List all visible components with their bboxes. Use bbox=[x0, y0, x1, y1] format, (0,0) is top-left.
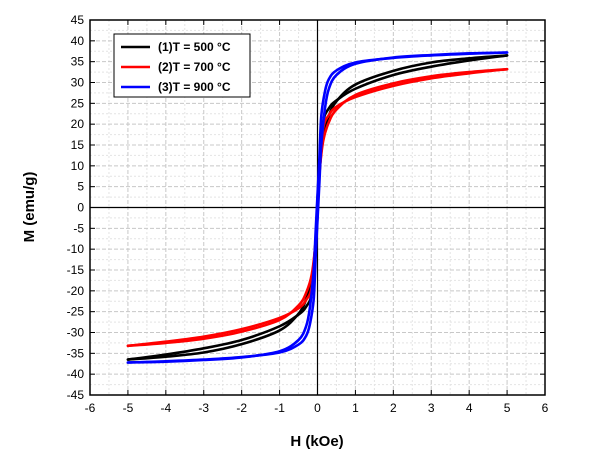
y-tick-label: -20 bbox=[67, 284, 85, 298]
legend-label-1: (1)T = 500 °C bbox=[158, 40, 231, 54]
y-axis-title: M (emu/g) bbox=[21, 172, 38, 243]
y-tick-label: 35 bbox=[71, 55, 85, 69]
x-tick-labels: -6 -5 -4 -3 -2 -1 0 1 2 3 4 5 6 bbox=[85, 401, 549, 415]
y-tick-label: 20 bbox=[71, 117, 85, 131]
legend-label-3: (3)T = 900 °C bbox=[158, 80, 231, 94]
y-tick-label: -45 bbox=[67, 388, 85, 402]
y-tick-label: 0 bbox=[77, 201, 84, 215]
x-tick-label: -2 bbox=[236, 401, 247, 415]
x-tick-label: 5 bbox=[504, 401, 511, 415]
x-tick-label: 4 bbox=[466, 401, 473, 415]
curves bbox=[126, 51, 509, 364]
y-tick-label: -5 bbox=[73, 221, 84, 235]
x-axis-title: H (kOe) bbox=[290, 433, 343, 450]
y-tick-label: 45 bbox=[71, 13, 85, 27]
x-tick-label: -6 bbox=[85, 401, 96, 415]
y-tick-label: -15 bbox=[67, 263, 85, 277]
x-tick-label: 2 bbox=[390, 401, 397, 415]
legend-label-2: (2)T = 700 °C bbox=[158, 60, 231, 74]
y-tick-label: 10 bbox=[71, 159, 85, 173]
y-tick-label: -35 bbox=[67, 346, 85, 360]
x-tick-label: -5 bbox=[123, 401, 134, 415]
y-tick-label: -40 bbox=[67, 367, 85, 381]
legend: (1)T = 500 °C (2)T = 700 °C (3)T = 900 °… bbox=[113, 33, 251, 98]
series-3 bbox=[126, 51, 509, 364]
y-tick-label: 15 bbox=[71, 138, 85, 152]
ticks bbox=[89, 19, 546, 396]
y-tick-label: 40 bbox=[71, 34, 85, 48]
x-tick-label: 3 bbox=[428, 401, 435, 415]
series-3-branch-ascending bbox=[126, 51, 509, 364]
x-tick-label: 1 bbox=[352, 401, 359, 415]
y-tick-label: 30 bbox=[71, 76, 85, 90]
y-tick-labels: -45 -40 -35 -30 -25 -20 -15 -10 -5 0 5 10 15 20 25 30 35… bbox=[67, 13, 85, 402]
y-tick-label: 25 bbox=[71, 96, 85, 110]
x-tick-label: 6 bbox=[542, 401, 549, 415]
y-tick-label: 5 bbox=[77, 180, 84, 194]
y-tick-label: -25 bbox=[67, 305, 85, 319]
y-tick-label: -10 bbox=[67, 242, 85, 256]
x-tick-label: -1 bbox=[274, 401, 285, 415]
x-tick-label: 0 bbox=[314, 401, 321, 415]
x-tick-label: -4 bbox=[160, 401, 171, 415]
y-tick-label: -30 bbox=[67, 326, 85, 340]
x-tick-label: -3 bbox=[198, 401, 209, 415]
